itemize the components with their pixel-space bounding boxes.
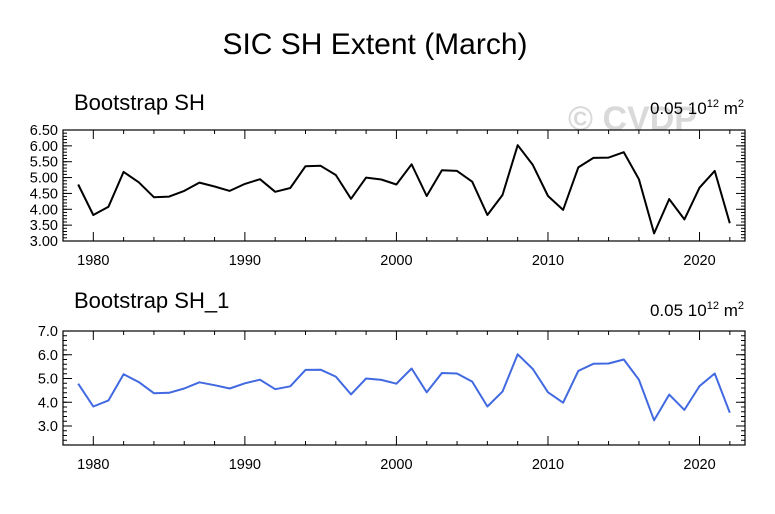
x-tick-label: 1980 [77, 253, 109, 269]
x-tick-label: 2020 [683, 457, 715, 473]
x-tick-label: 2010 [532, 457, 564, 473]
series-line [77, 144, 731, 235]
x-tick-label: 2020 [683, 253, 715, 269]
y-tick-label: 5.00 [30, 171, 58, 187]
y-tick-label: 3.50 [30, 218, 58, 234]
x-tick-label: 1980 [77, 457, 109, 473]
x-tick-label: 1990 [229, 457, 261, 473]
panel-title: Bootstrap SH_1 [74, 288, 229, 313]
units-label: 0.05 1012 m2 [650, 98, 744, 118]
y-tick-label: 4.0 [38, 395, 58, 411]
y-tick-label: 6.0 [38, 348, 58, 364]
y-tick-label: 7.0 [38, 324, 58, 340]
y-tick-label: 5.0 [38, 372, 58, 388]
y-tick-label: 4.50 [30, 186, 58, 202]
figure-title: SIC SH Extent (March) [222, 28, 527, 61]
panel-bootstrap-sh-1: Bootstrap SH_1 0.05 1012 m2 3.0 4.0 5.0 6.0… [38, 288, 746, 473]
y-tick-label: 3.0 [38, 419, 58, 435]
x-tick-label: 2000 [380, 253, 412, 269]
x-tick-label: 2000 [380, 457, 412, 473]
y-tick-label: 6.00 [30, 139, 58, 155]
x-tick-label: 1990 [229, 253, 261, 269]
series-line [77, 353, 731, 422]
watermark: © CVDP [568, 100, 697, 138]
panel-bootstrap-sh: Bootstrap SH 0.05 1012 m2 3.003.504.004.… [30, 90, 746, 269]
y-tick-label: 5.50 [30, 155, 58, 171]
y-tick-label: 3.00 [30, 234, 58, 250]
y-tick-label: 6.50 [30, 123, 58, 139]
x-tick-label: 2010 [532, 253, 564, 269]
panel-title: Bootstrap SH [74, 90, 205, 115]
y-tick-label: 4.00 [30, 202, 58, 218]
plot-frame [62, 129, 746, 242]
units-label: 0.05 1012 m2 [650, 300, 744, 320]
